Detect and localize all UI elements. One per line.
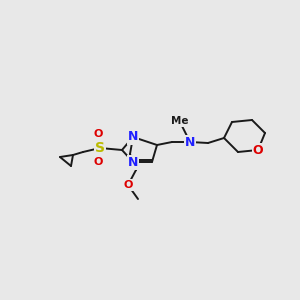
Text: O: O	[253, 143, 263, 157]
Text: O: O	[93, 157, 103, 167]
Text: Me: Me	[171, 116, 189, 126]
Text: O: O	[93, 129, 103, 139]
Text: S: S	[95, 141, 105, 155]
Text: N: N	[185, 136, 195, 148]
Text: O: O	[123, 180, 133, 190]
Text: N: N	[128, 155, 138, 169]
Text: N: N	[128, 130, 138, 143]
